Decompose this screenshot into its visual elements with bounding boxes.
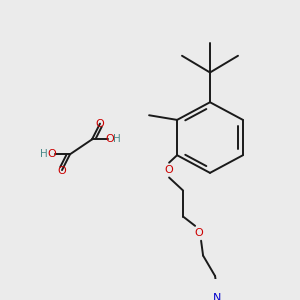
Text: O: O: [195, 228, 203, 238]
Text: O: O: [106, 134, 114, 144]
Text: H: H: [113, 134, 121, 144]
Text: O: O: [48, 149, 56, 159]
Text: H: H: [40, 149, 48, 159]
Text: O: O: [165, 165, 173, 175]
Text: O: O: [96, 118, 104, 129]
Text: O: O: [58, 166, 66, 176]
Text: N: N: [213, 293, 221, 300]
